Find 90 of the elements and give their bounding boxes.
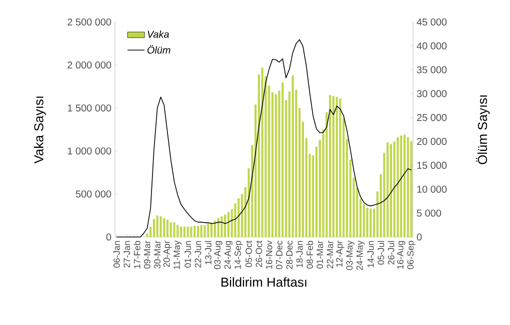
y-tick-label: 2 000 000: [68, 61, 112, 69]
x-tick-label: 12-Apr: [336, 240, 344, 267]
bar: [156, 216, 158, 237]
bar: [261, 68, 264, 237]
x-tick-label: 01-Jun: [184, 241, 191, 268]
x-tick-label: 26-Jul: [388, 241, 394, 264]
x-tick-label: 26-Oct: [256, 240, 262, 267]
bar: [370, 208, 372, 237]
x-tick-label: 22-Mar: [326, 240, 334, 268]
bar: [217, 218, 220, 237]
y2-tick-label: 40 000: [416, 42, 447, 50]
y2-tick-label: 0: [416, 233, 422, 241]
bar: [406, 137, 409, 237]
bar: [160, 216, 162, 237]
bar: [186, 226, 189, 237]
x-tick-label: 07-Dec: [276, 240, 282, 270]
bar: [332, 96, 334, 237]
bar: [396, 137, 399, 237]
y-tick-label: 0: [106, 233, 112, 241]
x-tick-label: 11-May: [174, 240, 182, 270]
bar: [183, 226, 186, 237]
x-tick-label: 16-Nov: [266, 240, 272, 269]
x-axis-title: Bildirim Haftası: [222, 277, 306, 287]
y2-tick-label: 10 000: [417, 186, 447, 193]
bar: [386, 142, 389, 237]
y2-tick-label: 30 000: [416, 90, 447, 98]
bar: [227, 212, 230, 237]
bar: [328, 95, 332, 237]
bar: [238, 198, 240, 237]
x-tick-label: 06-Sep: [407, 240, 416, 270]
x-tick-label: 05-Oct: [246, 240, 252, 268]
y-tick-label: 1 500 000: [68, 104, 112, 112]
x-tick-label: 01-Mar: [316, 240, 324, 269]
x-tick-label: 27-Jan: [124, 241, 130, 268]
x-tick-label: 24-Aug: [224, 241, 233, 269]
y2-tick-label: 20 000: [417, 138, 447, 145]
bar: [390, 144, 392, 237]
x-tick-label: 20-Apr: [163, 240, 172, 267]
bar: [400, 136, 402, 237]
bar: [196, 226, 200, 237]
legend-label: Vaka: [148, 30, 169, 38]
x-tick-label: 30-Mar: [154, 240, 161, 269]
bar: [282, 82, 284, 237]
bar: [366, 208, 368, 237]
x-tick-label: 16-Aug: [397, 241, 406, 269]
bar: [274, 94, 277, 237]
x-tick-label: 22-Jun: [194, 241, 202, 268]
x-tick-label: 03-May: [346, 240, 354, 270]
bar: [339, 98, 342, 237]
x-tick-label: 03-Aug: [214, 241, 222, 270]
bar: [152, 218, 155, 237]
x-tick-label: 18-Jan: [296, 241, 303, 268]
y-tick-label: 500 000: [76, 190, 112, 198]
y-axis-title: Vaka Sayısı: [34, 96, 46, 164]
x-tick-label: 17-Feb: [134, 240, 140, 268]
bar: [207, 223, 210, 237]
bar: [292, 75, 294, 237]
x-tick-label: 28-Dec: [286, 240, 293, 269]
bar: [220, 216, 223, 237]
bar: [180, 226, 182, 237]
x-tick-label: 14-Jun: [368, 241, 374, 268]
bar: [190, 226, 192, 237]
bar: [214, 220, 216, 237]
x-tick-label: 13-Jul: [204, 241, 212, 264]
legend-label: Ölüm: [147, 45, 170, 54]
bar: [173, 222, 176, 237]
x-tick-label: 09-Mar: [144, 240, 150, 269]
y2-tick-label: 45 000: [416, 18, 447, 26]
x-tick-label: 05-Jul: [378, 241, 384, 265]
bar: [204, 224, 206, 237]
bar: [176, 224, 179, 237]
bar: [200, 224, 202, 237]
y2-tick-label: 15 000: [417, 162, 447, 169]
bar: [166, 220, 169, 237]
bar: [170, 222, 172, 237]
y2-tick-label: 5 000: [416, 210, 442, 217]
x-tick-label: 06-Jan: [114, 241, 120, 268]
x-tick-label: 14-Sep: [234, 240, 243, 269]
bar: [194, 226, 196, 237]
y2-axis-title: Ölüm Sayısı: [476, 95, 490, 164]
bar: [163, 218, 166, 237]
y2-tick-label: 25 000: [417, 114, 447, 122]
y2-tick-label: 35 000: [416, 66, 447, 74]
bar: [336, 96, 338, 237]
bar: [403, 134, 406, 237]
y-tick-label: 1 000 000: [68, 147, 112, 155]
bar: [224, 214, 226, 237]
y-tick-label: 2 500 000: [68, 18, 112, 26]
x-tick-label: 08-Feb: [306, 240, 314, 269]
x-tick-label: 24-May: [356, 240, 365, 270]
